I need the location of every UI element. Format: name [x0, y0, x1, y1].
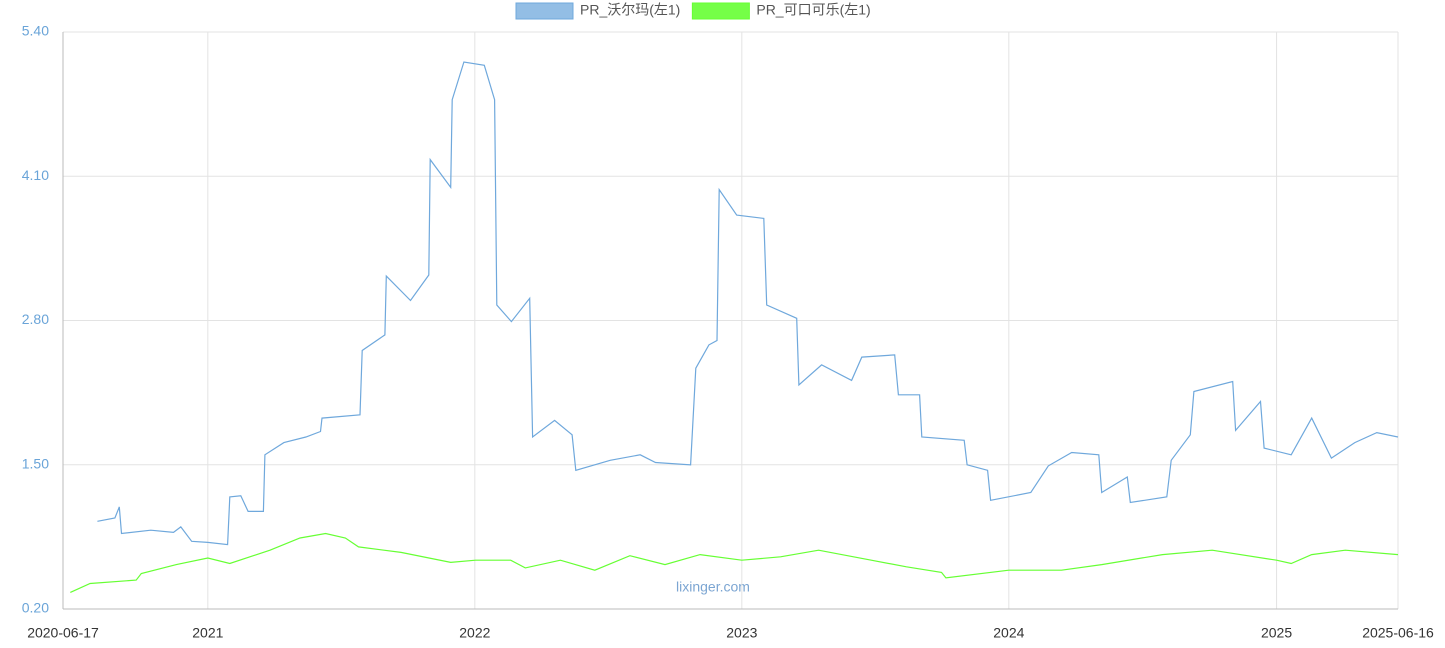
- legend-label[interactable]: PR_可口可乐(左1): [756, 2, 870, 18]
- x-tick-label: 2025-06-16: [1362, 625, 1434, 641]
- x-tick-label: 2020-06-17: [27, 625, 99, 641]
- watermark: lixinger.com: [676, 579, 750, 595]
- grid: [62, 31, 1399, 610]
- legend-label[interactable]: PR_沃尔玛(左1): [580, 2, 680, 18]
- y-tick-label: 1.50: [22, 455, 49, 471]
- x-tick-label: 2024: [993, 625, 1024, 641]
- x-tick-label: 2023: [726, 625, 757, 641]
- x-tick-label: 2022: [459, 625, 490, 641]
- y-tick-label: 2.80: [22, 311, 49, 327]
- y-tick-label: 0.20: [22, 600, 49, 616]
- x-tick-label: 2025: [1261, 625, 1292, 641]
- legend-swatch: [691, 2, 750, 20]
- y-tick-label: 4.10: [22, 167, 49, 183]
- legend-swatch: [515, 2, 574, 20]
- line: [97, 61, 1399, 546]
- line: [70, 532, 1399, 593]
- legend: PR_沃尔玛(左1) PR_可口可乐(左1): [515, 2, 871, 20]
- x-tick-label: 2021: [192, 625, 223, 641]
- y-tick-label: 5.40: [22, 23, 49, 39]
